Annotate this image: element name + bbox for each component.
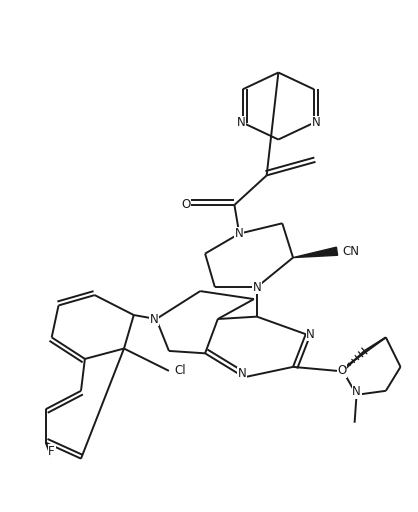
Text: N: N (237, 116, 245, 129)
Text: N: N (252, 281, 261, 293)
Polygon shape (293, 247, 338, 258)
Text: O: O (181, 199, 190, 211)
Text: N: N (150, 312, 158, 326)
Text: Cl: Cl (174, 365, 186, 377)
Text: F: F (48, 445, 55, 458)
Text: N: N (235, 227, 244, 240)
Text: N: N (352, 385, 361, 398)
Text: CN: CN (343, 245, 360, 258)
Text: N: N (306, 328, 315, 340)
Text: O: O (337, 365, 347, 377)
Text: N: N (311, 116, 320, 129)
Text: N: N (238, 368, 247, 380)
